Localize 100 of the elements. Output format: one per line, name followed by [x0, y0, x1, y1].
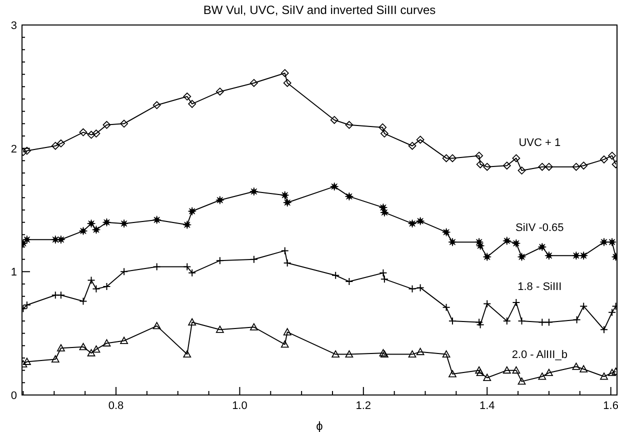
chart-title: BW Vul, UVC, SiIV and inverted SiIII curves — [202, 3, 437, 17]
point — [120, 268, 128, 276]
point — [600, 326, 608, 334]
point — [442, 303, 450, 312]
point — [344, 192, 354, 201]
point — [483, 374, 492, 381]
point — [442, 154, 450, 162]
x-tick-label: 1.0 — [232, 400, 248, 412]
point — [330, 182, 339, 191]
point — [476, 320, 484, 329]
point — [56, 235, 66, 244]
point — [512, 154, 520, 162]
point — [572, 162, 580, 171]
y-tick-label: 2 — [10, 143, 17, 156]
point — [448, 154, 456, 162]
point — [600, 155, 608, 164]
point — [518, 377, 526, 385]
point — [183, 92, 192, 100]
point — [182, 220, 192, 230]
point — [416, 136, 424, 144]
point — [416, 216, 425, 226]
point — [280, 190, 290, 200]
point — [188, 268, 196, 277]
point — [283, 198, 292, 207]
point — [188, 206, 196, 216]
point — [544, 318, 553, 326]
point — [188, 100, 196, 108]
x-tick-label: 1.6 — [603, 400, 618, 412]
point — [152, 262, 161, 271]
point — [448, 238, 457, 246]
point — [475, 366, 484, 374]
point — [544, 251, 554, 260]
point — [51, 355, 60, 362]
point — [183, 350, 192, 358]
point — [79, 128, 88, 136]
point — [600, 372, 608, 380]
point — [580, 162, 588, 170]
point — [87, 130, 96, 139]
point — [56, 291, 65, 300]
point — [475, 152, 484, 160]
point — [120, 336, 128, 344]
point — [380, 130, 388, 138]
point — [408, 219, 417, 228]
point — [572, 251, 580, 260]
point — [572, 362, 580, 370]
point — [120, 219, 128, 228]
point — [416, 284, 424, 292]
point — [23, 358, 31, 365]
point — [92, 345, 100, 353]
point — [476, 368, 484, 376]
point — [378, 203, 388, 212]
point — [102, 339, 111, 346]
point — [92, 284, 100, 293]
point — [332, 271, 340, 280]
point — [345, 350, 354, 358]
point — [408, 350, 416, 358]
point — [87, 349, 96, 356]
point — [538, 372, 546, 380]
point — [92, 225, 100, 234]
x-tick-label: 0.8 — [108, 400, 124, 412]
point — [518, 252, 526, 262]
point — [608, 152, 616, 160]
point — [448, 370, 456, 378]
point — [580, 365, 588, 372]
point — [608, 308, 616, 316]
point — [250, 79, 258, 87]
point — [216, 256, 224, 265]
point — [57, 139, 65, 148]
point — [152, 216, 162, 224]
point — [380, 208, 389, 217]
point — [512, 366, 520, 374]
point — [22, 235, 32, 244]
point — [216, 196, 224, 204]
point — [79, 342, 88, 350]
point — [579, 251, 588, 260]
point — [250, 323, 258, 330]
point — [518, 166, 526, 174]
point — [330, 116, 338, 124]
point — [476, 242, 485, 250]
point — [442, 228, 451, 236]
point — [120, 120, 128, 128]
point — [332, 350, 340, 358]
point — [502, 236, 512, 246]
point — [378, 123, 387, 132]
point — [512, 239, 520, 248]
point — [379, 268, 388, 277]
point — [476, 160, 484, 168]
point — [183, 262, 192, 271]
point — [502, 366, 511, 374]
series-label: UVC + 1 — [518, 136, 561, 149]
point — [283, 79, 292, 87]
point — [283, 328, 292, 336]
point — [23, 146, 31, 155]
point — [502, 162, 511, 170]
series-label: SiIV -0.65 — [515, 222, 564, 234]
point — [87, 219, 96, 228]
y-tick-label: 3 — [10, 20, 17, 32]
point — [280, 340, 289, 348]
point — [545, 368, 553, 376]
point — [483, 300, 492, 308]
